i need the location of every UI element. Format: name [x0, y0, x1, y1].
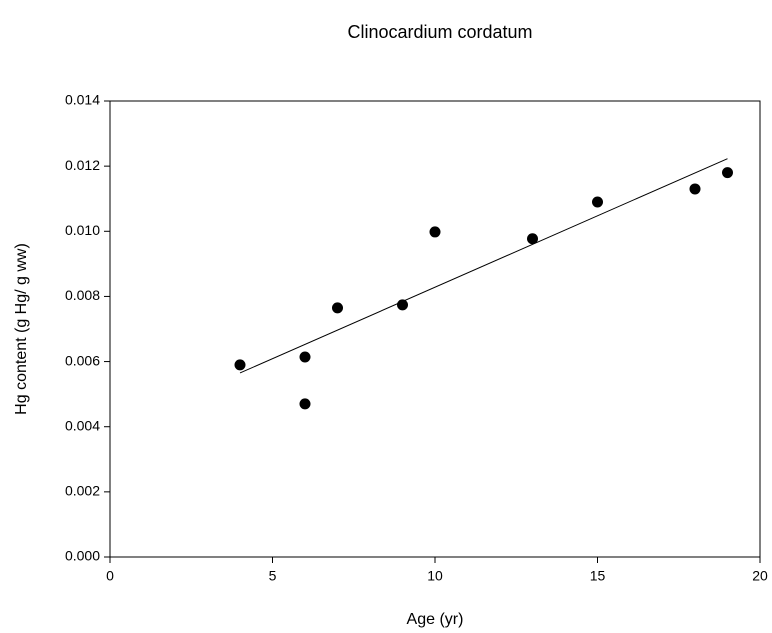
data-point: [332, 302, 343, 314]
x-tick-label: 5: [269, 568, 277, 584]
y-axis-label: Hg content (g Hg/ g ww): [13, 243, 30, 415]
data-point: [592, 196, 603, 208]
y-tick-label: 0.010: [65, 222, 100, 238]
x-tick-label: 15: [590, 568, 606, 584]
x-tick-label: 20: [752, 568, 768, 584]
data-point: [299, 351, 311, 363]
chart-title: Clinocardium cordatum: [347, 22, 532, 42]
plot-frame: [109, 100, 761, 558]
y-tick-label: 0.006: [65, 352, 100, 368]
data-point: [234, 359, 246, 371]
trend-line: [239, 158, 728, 374]
y-tick-label: 0.000: [65, 548, 100, 564]
y-tick-label: 0.002: [65, 483, 100, 499]
data-point: [722, 167, 733, 179]
x-tick-label: 10: [427, 568, 443, 584]
x-axis-label: Age (yr): [407, 611, 464, 628]
data-point: [527, 233, 538, 245]
data-point: [299, 398, 311, 410]
y-tick-label: 0.012: [65, 157, 100, 173]
y-tick-label: 0.014: [65, 92, 100, 108]
data-point: [689, 183, 701, 195]
data-point: [429, 226, 441, 238]
y-tick-label: 0.004: [65, 417, 100, 433]
x-tick-label: 0: [106, 568, 114, 584]
y-tick-label: 0.008: [65, 287, 100, 303]
data-point: [397, 299, 408, 311]
